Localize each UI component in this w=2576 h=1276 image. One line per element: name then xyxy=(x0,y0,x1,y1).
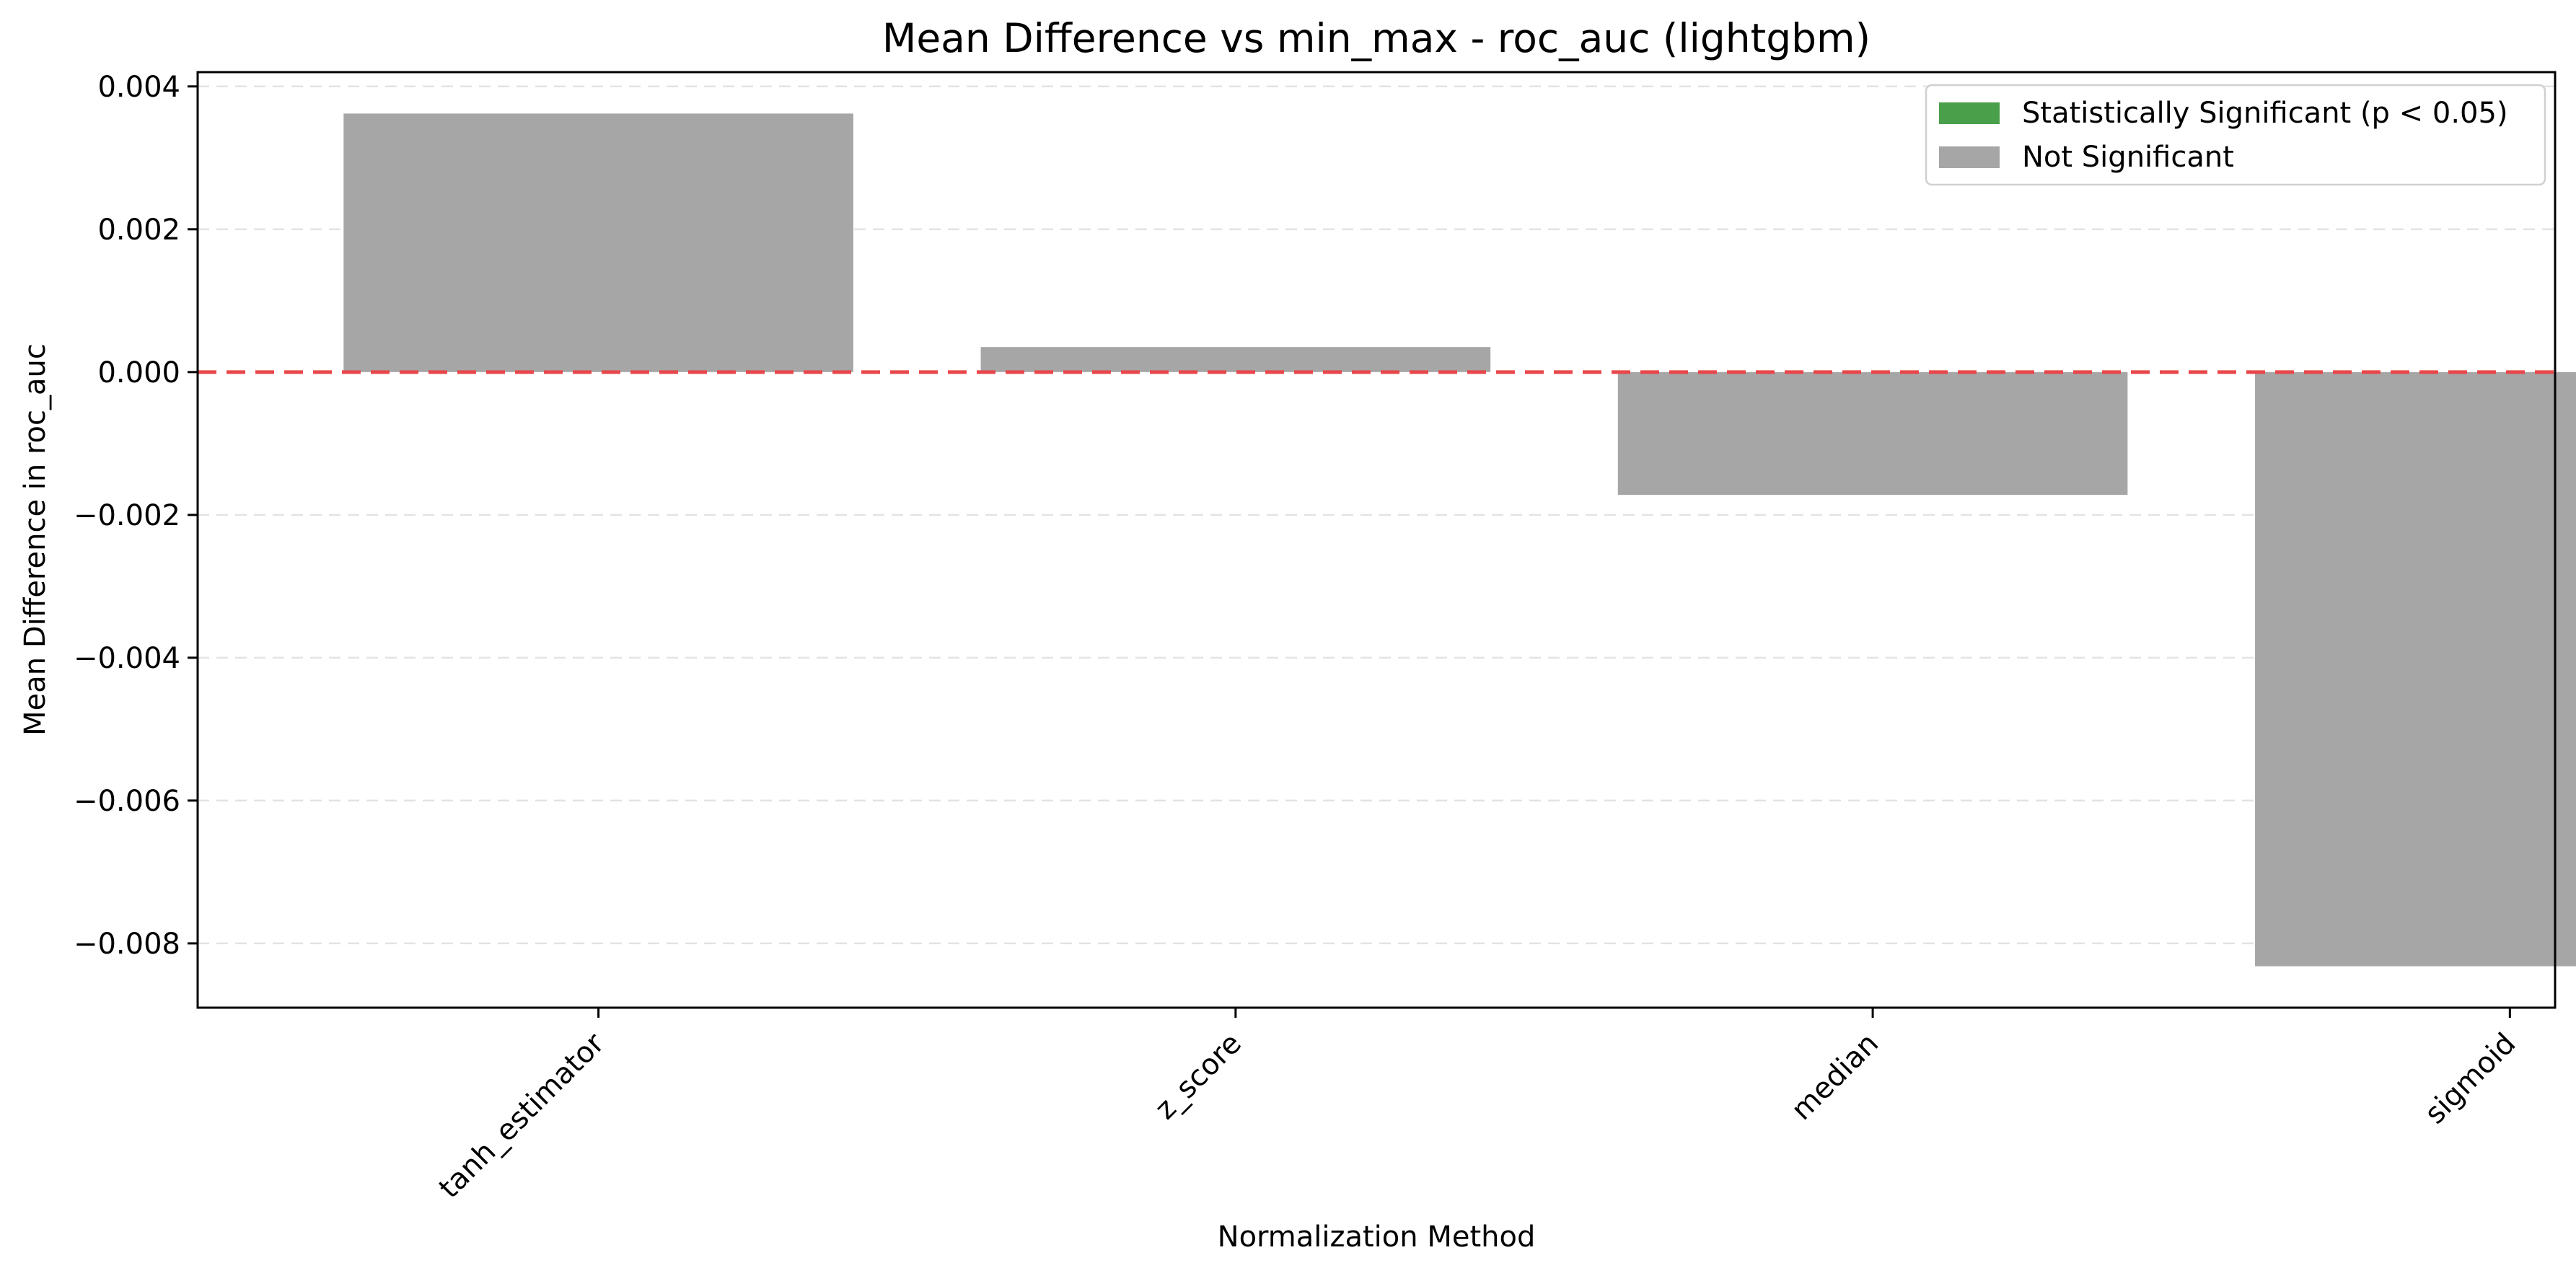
bar-sigmoid xyxy=(2255,371,2576,967)
legend-box xyxy=(1925,84,2546,186)
y-tick-label: −0.008 xyxy=(74,928,180,961)
bar-tanh-estimator xyxy=(343,113,853,372)
bar-z-score xyxy=(980,347,1491,372)
legend: Statistically Significant (p < 0.05) Not… xyxy=(1925,84,2546,186)
y-tick-label: 0.002 xyxy=(97,214,180,247)
x-axis-label: Normalization Method xyxy=(1218,1220,1536,1254)
legend-label-not-significant: Not Significant xyxy=(2022,141,2234,174)
legend-label-significant: Statistically Significant (p < 0.05) xyxy=(2022,97,2508,130)
legend-swatch-significant xyxy=(1939,102,2000,124)
y-axis: 0.004 0.002 0.000 −0.002 −0.004 −0.006 −0.008 xyxy=(74,71,198,961)
plot-frame xyxy=(196,71,2557,1009)
y-tick-label: −0.004 xyxy=(74,642,180,675)
y-tick-label: −0.002 xyxy=(74,499,180,532)
bars xyxy=(343,113,2576,967)
y-axis-label: Mean Difference in roc_auc xyxy=(19,343,52,736)
y-tick-label: −0.006 xyxy=(74,785,180,818)
y-tick-label: 0.004 xyxy=(97,71,180,104)
bar-median xyxy=(1617,371,2128,496)
legend-swatch-not-significant xyxy=(1939,146,2000,168)
chart-title: Mean Difference vs min_max - roc_auc (li… xyxy=(882,15,1871,61)
y-tick-label: 0.000 xyxy=(97,356,180,390)
